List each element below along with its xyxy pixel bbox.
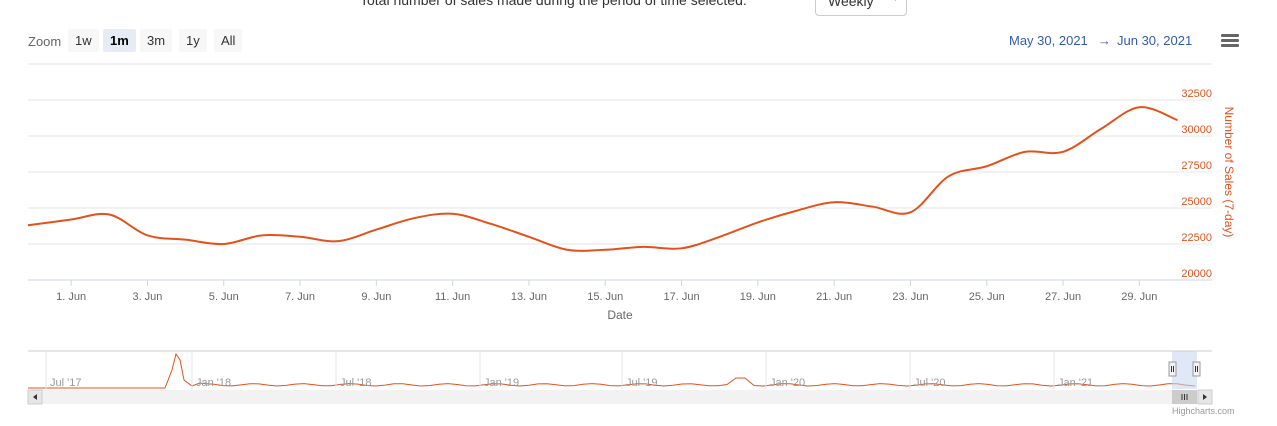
navigator-tick-label: Jul '17 [50,377,81,389]
x-tick-label: 29. Jun [1121,291,1157,303]
y-axis-title: Number of Sales (7-day) [1222,107,1236,238]
x-axis-title: Date [607,308,633,322]
x-tick-label: 13. Jun [511,291,547,303]
y-tick-label: 27500 [1181,160,1212,172]
zoom-button-3m[interactable]: 3m [140,29,173,52]
y-axis-ticks: 20000 22500 25000 27500 30000 32500 [1181,88,1212,280]
y-tick-label: 30000 [1181,124,1212,136]
scroll-left-icon [33,394,37,400]
navigator-ticks: Jul '17 Jan '18 Jul '18 Jan '19 Jul '19 Jan '… [45,351,1093,389]
period-select[interactable]: Weekly ▾ [815,0,907,16]
navigator-right-handle[interactable] [1192,361,1201,377]
x-tick-label: 23. Jun [892,291,928,303]
navigator-tick-label: Jan '19 [484,377,519,389]
x-tick-label: 1. Jun [56,291,86,303]
navigator-tick-label: Jul '18 [340,377,371,389]
zoom-label: Zoom [28,34,62,49]
credits-link[interactable]: Highcharts.com [1172,406,1235,416]
chevron-down-icon: ▾ [893,0,898,4]
zoom-button-all[interactable]: All [214,29,243,52]
range-separator: → [1098,33,1111,48]
y-tick-label: 32500 [1181,88,1212,100]
x-tick-label: 7. Jun [285,291,315,303]
navigator-tick-label: Jan '20 [770,377,805,389]
y-tick-label: 25000 [1181,196,1212,208]
navigator-tick-label: Jul '19 [626,377,657,389]
x-tick-label: 25. Jun [969,291,1005,303]
x-tick-label: 27. Jun [1045,291,1081,303]
x-tick-label: 15. Jun [587,291,623,303]
chart-grid [28,63,1212,281]
zoom-button-1m[interactable]: 1m [103,29,136,52]
navigator-series-line [28,352,1196,389]
navigator-tick-label: Jan '18 [196,377,231,389]
navigator[interactable]: Jul '17 Jan '18 Jul '18 Jan '19 Jul '19 Jan '… [28,350,1212,389]
x-axis-ticks: 1. Jun 3. Jun 5. Jun 7. Jun 9. Jun 11. Jun 13.… [56,280,1157,303]
x-tick-label: 5. Jun [209,291,239,303]
x-tick-label: 9. Jun [361,291,391,303]
x-tick-label: 11. Jun [435,291,470,303]
scrollbar[interactable] [27,389,1213,405]
navigator-tick-label: Jan '21 [1058,377,1093,389]
x-tick-label: 19. Jun [740,291,776,303]
range-to-input[interactable]: Jun 30, 2021 [1117,33,1193,48]
zoom-button-1y[interactable]: 1y [179,29,207,52]
x-tick-label: 17. Jun [664,291,700,303]
scroll-right-icon [1203,394,1207,400]
navigator-left-handle[interactable] [1168,361,1177,377]
zoom-button-1w[interactable]: 1w [68,29,99,52]
range-from-input[interactable]: May 30, 2021 [1009,33,1088,48]
y-tick-label: 20000 [1181,268,1212,280]
series-line [27,106,1178,252]
x-tick-label: 3. Jun [132,291,162,303]
period-select-value: Weekly [828,0,874,9]
hamburger-menu-icon[interactable] [1221,34,1239,48]
navigator-tick-label: Jul '20 [914,377,945,389]
chart-description: Total number of sales made during the pe… [360,0,747,8]
y-tick-label: 22500 [1181,232,1212,244]
x-tick-label: 21. Jun [816,291,852,303]
